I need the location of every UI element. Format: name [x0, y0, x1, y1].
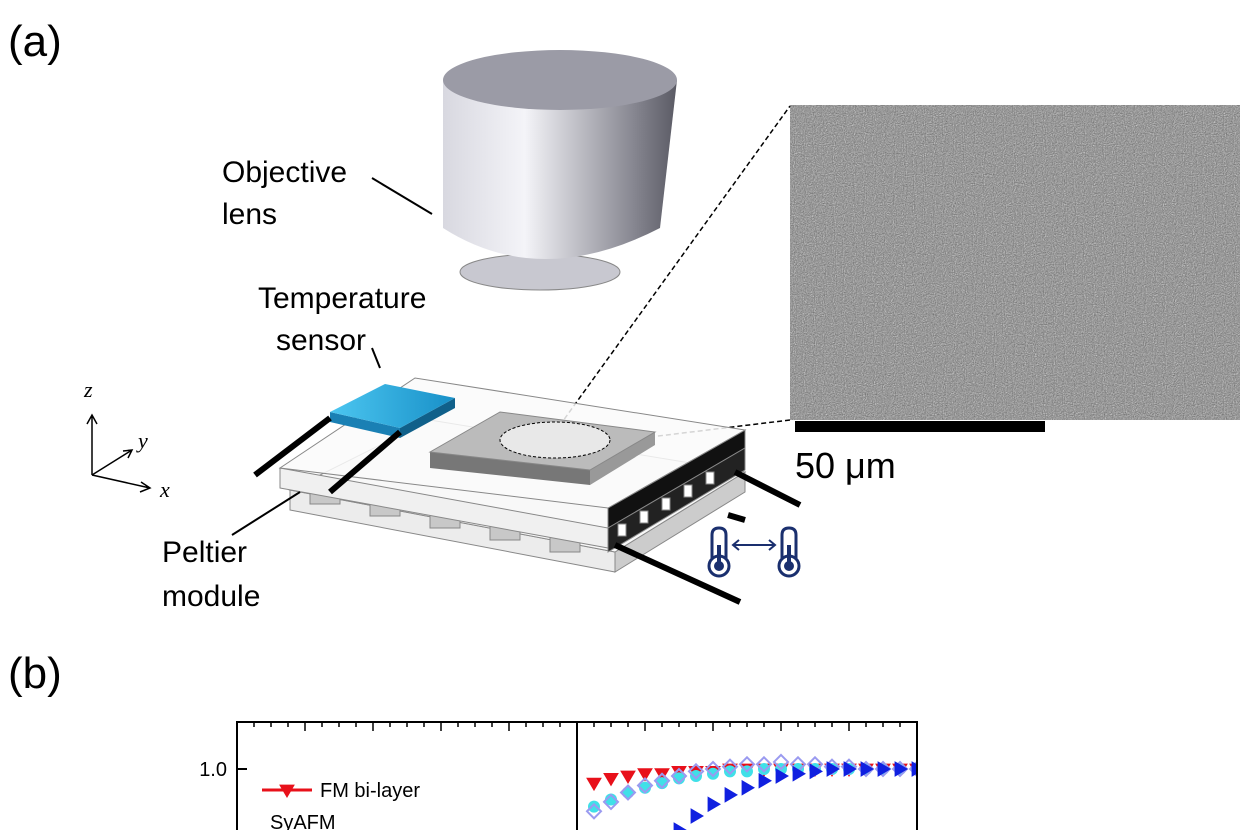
point [674, 823, 686, 830]
objective-lens [443, 50, 677, 290]
peltier-label: Peltier [162, 536, 247, 569]
coordinate-axes [87, 415, 150, 492]
point [691, 809, 703, 823]
micrograph [790, 105, 1240, 420]
axis-name: y [136, 428, 148, 453]
point [912, 762, 924, 776]
point [621, 771, 635, 783]
point [725, 788, 737, 802]
point [758, 763, 770, 775]
point [588, 801, 600, 813]
scale-label: 50 μm [795, 445, 896, 486]
leader-line [372, 178, 432, 214]
point [724, 765, 736, 777]
peltier-label: module [162, 580, 260, 613]
plot [587, 755, 924, 830]
panel-label: (a) [8, 17, 62, 66]
point [707, 768, 719, 780]
point [587, 778, 601, 790]
point [759, 774, 771, 788]
objective-label: Objective [222, 156, 347, 189]
sensor-label: sensor [276, 324, 366, 357]
panel-label: (b) [8, 649, 62, 698]
leader-line [232, 492, 300, 535]
legend-label: FM bi-layer [320, 780, 420, 802]
point [690, 770, 702, 782]
point [742, 781, 754, 795]
objective-label: lens [222, 198, 277, 231]
sensor-label: Temperature [258, 282, 426, 315]
axis-name: x [159, 477, 170, 502]
point [708, 797, 720, 811]
scale-bar [795, 421, 1045, 432]
figure: (a) Objective lens 50 μm [0, 0, 1241, 830]
leader-line [372, 348, 380, 368]
axis-name: z [83, 377, 93, 402]
point [604, 774, 618, 786]
legend-label: SyAFM [270, 812, 336, 830]
y-tick-label: 1.0 [199, 759, 227, 781]
